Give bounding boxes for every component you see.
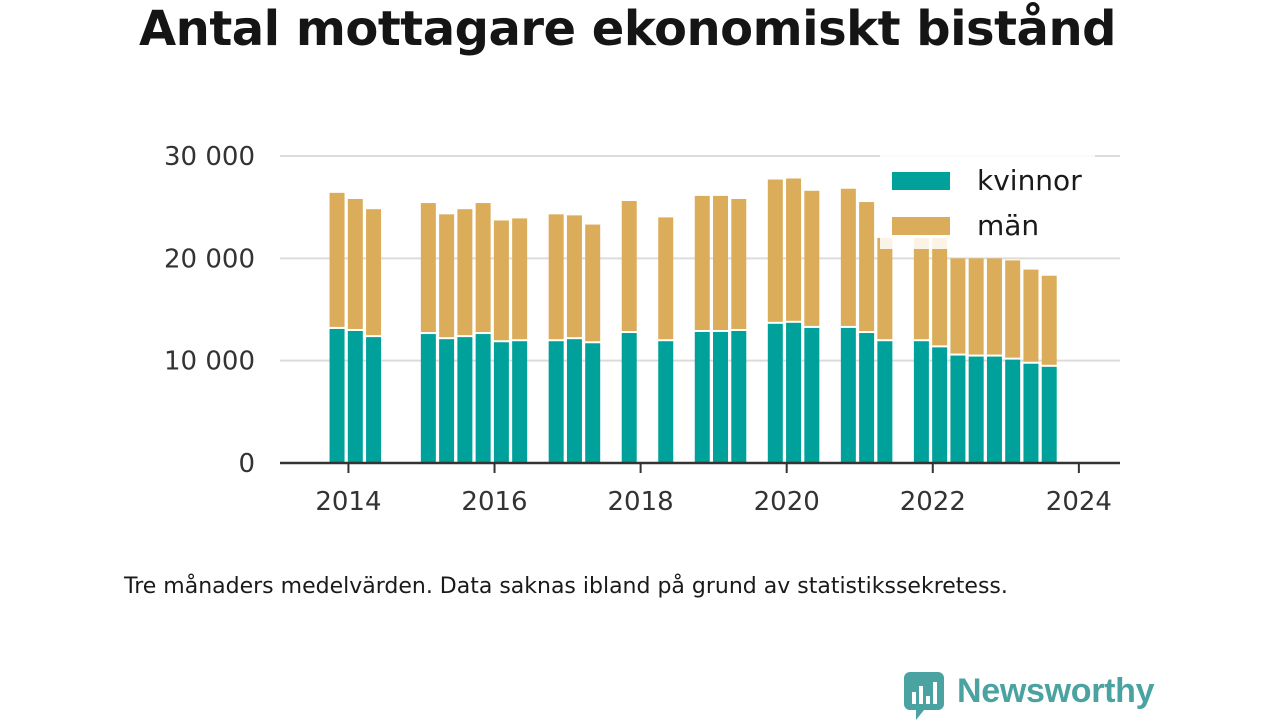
bar-man xyxy=(731,198,747,329)
x-tick-label: 2022 xyxy=(900,487,966,517)
y-tick-label: 10 000 xyxy=(164,347,255,377)
bar-kvinnor xyxy=(731,330,747,463)
bar-man xyxy=(1005,260,1021,358)
bar-man xyxy=(713,195,729,331)
bar-man xyxy=(493,220,509,341)
bar-kvinnor xyxy=(566,339,582,463)
bar-kvinnor xyxy=(1023,363,1039,463)
bar-kvinnor xyxy=(840,327,856,463)
bar-man xyxy=(658,217,674,340)
bar-man xyxy=(968,258,984,355)
bar-kvinnor xyxy=(585,343,601,463)
bar-man xyxy=(420,203,436,333)
bar-man xyxy=(439,214,455,338)
bar-kvinnor xyxy=(366,337,382,463)
legend-swatch xyxy=(892,217,950,235)
bar-kvinnor xyxy=(658,341,674,463)
bar-man xyxy=(347,198,363,329)
bar-kvinnor xyxy=(713,332,729,463)
legend-swatch xyxy=(892,172,950,190)
bar-kvinnor xyxy=(767,323,783,463)
bar-man xyxy=(457,209,473,336)
x-tick-label: 2020 xyxy=(754,487,820,517)
bar-kvinnor xyxy=(859,333,875,463)
bar-man xyxy=(512,218,528,340)
bar-man xyxy=(366,209,382,336)
x-tick-label: 2014 xyxy=(315,487,381,517)
bar-kvinnor xyxy=(475,334,491,463)
bar-man xyxy=(1023,269,1039,362)
bar-kvinnor xyxy=(786,322,802,463)
bar-man xyxy=(566,215,582,338)
bar-man xyxy=(475,203,491,333)
bar-kvinnor xyxy=(347,330,363,463)
x-tick-label: 2018 xyxy=(608,487,674,517)
bar-man xyxy=(950,258,966,354)
bar-kvinnor xyxy=(439,339,455,463)
bar-man xyxy=(840,188,856,326)
x-tick-label: 2016 xyxy=(461,487,527,517)
brand-name: Newsworthy xyxy=(957,672,1155,710)
bar-kvinnor xyxy=(1041,366,1057,463)
bar-kvinnor xyxy=(986,356,1002,463)
legend-label: kvinnor xyxy=(977,164,1082,197)
bar-kvinnor xyxy=(932,347,948,463)
bar-kvinnor xyxy=(493,342,509,463)
bar-kvinnor xyxy=(512,341,528,463)
bar-kvinnor xyxy=(548,341,564,463)
bar-man xyxy=(804,190,820,326)
bar-man xyxy=(767,179,783,322)
bar-man xyxy=(877,237,893,340)
bar-kvinnor xyxy=(913,341,929,463)
bar-man xyxy=(329,192,345,327)
y-tick-label: 20 000 xyxy=(164,244,255,274)
bar-man xyxy=(694,195,710,331)
bar-kvinnor xyxy=(877,341,893,463)
bar-man xyxy=(621,201,637,332)
x-tick-label: 2024 xyxy=(1046,487,1112,517)
bar-kvinnor xyxy=(329,328,345,463)
bar-kvinnor xyxy=(950,355,966,463)
bar-kvinnor xyxy=(804,327,820,463)
bar-kvinnor xyxy=(968,356,984,463)
bar-kvinnor xyxy=(420,334,436,463)
bar-man xyxy=(986,258,1002,355)
bar-man xyxy=(786,178,802,321)
y-tick-label: 30 000 xyxy=(164,142,255,172)
bar-man xyxy=(859,202,875,332)
bar-kvinnor xyxy=(621,333,637,463)
bar-man xyxy=(1041,275,1057,365)
bar-man xyxy=(548,214,564,340)
y-tick-label: 0 xyxy=(238,449,255,479)
bar-kvinnor xyxy=(457,337,473,463)
bar-man xyxy=(932,237,948,346)
bar-man xyxy=(913,237,929,340)
legend-label: män xyxy=(977,209,1039,242)
newsworthy-logo-icon xyxy=(904,672,944,720)
bar-kvinnor xyxy=(1005,359,1021,463)
chart-note: Tre månaders medelvärden. Data saknas ib… xyxy=(124,574,1008,599)
bar-man xyxy=(585,224,601,342)
chart-title: Antal mottagare ekonomiskt bistånd xyxy=(139,1,1116,57)
bar-kvinnor xyxy=(694,332,710,463)
